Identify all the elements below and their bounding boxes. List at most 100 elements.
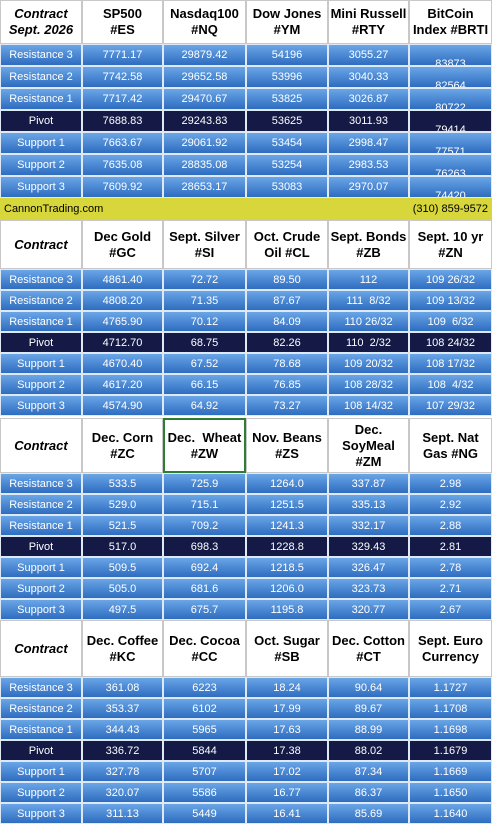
value-cell: 4574.90 (82, 395, 163, 416)
value-text: 1.1708 (433, 702, 468, 715)
value-text: 2983.53 (348, 159, 389, 171)
value-cell: 4808.20 (82, 290, 163, 311)
row-label: Support 3 (0, 599, 82, 620)
value-cell: 2983.53 (328, 154, 409, 176)
value-text: 335.13 (351, 498, 386, 511)
header-text: Contract (14, 640, 68, 656)
row-label: Pivot (0, 110, 82, 132)
value-text: 2970.07 (348, 181, 389, 193)
value-text: 1251.5 (270, 498, 304, 511)
value-text: 7663.67 (102, 137, 143, 149)
value-cell: 110 2/32 (328, 332, 409, 353)
value-cell: 29243.83 (163, 110, 246, 132)
value-cell: 725.9 (163, 473, 246, 494)
row-label: Support 1 (0, 557, 82, 578)
value-text: 5844 (192, 744, 217, 757)
value-text: 108 17/32 (426, 357, 475, 370)
row-label: Support 2 (0, 154, 82, 176)
value-cell: 53825 (246, 88, 328, 110)
value-cell: 29652.58 (163, 66, 246, 88)
value-cell: 83873 (409, 44, 492, 66)
value-cell: 692.4 (163, 557, 246, 578)
value-cell: 3026.87 (328, 88, 409, 110)
value-cell: 1195.8 (246, 599, 328, 620)
row-label: Support 1 (0, 132, 82, 154)
value-cell: 76.85 (246, 374, 328, 395)
header-cell: Nasdaq100 #NQ (163, 0, 246, 44)
value-text: 5449 (192, 807, 217, 820)
value-text: 16.77 (273, 786, 301, 799)
value-text: 28835.08 (181, 159, 228, 171)
value-cell: 353.37 (82, 698, 163, 719)
row-label-text: Support 1 (17, 765, 65, 778)
value-cell: 715.1 (163, 494, 246, 515)
row-label: Support 1 (0, 353, 82, 374)
row-label-text: Resistance 2 (9, 498, 73, 511)
value-cell: 344.43 (82, 719, 163, 740)
value-text: 1264.0 (270, 477, 304, 490)
value-text: 89.67 (354, 702, 383, 715)
header-cell: Oct. Sugar #SB (246, 620, 328, 677)
row-label: Pivot (0, 536, 82, 557)
value-text: 53083 (271, 181, 303, 193)
value-cell: 505.0 (82, 578, 163, 599)
value-cell: 5707 (163, 761, 246, 782)
value-cell: 7609.92 (82, 176, 163, 198)
value-cell: 108 28/32 (328, 374, 409, 395)
row-label-text: Resistance 1 (9, 93, 73, 105)
value-cell: 17.99 (246, 698, 328, 719)
value-cell: 7688.83 (82, 110, 163, 132)
value-cell: 675.7 (163, 599, 246, 620)
row-label: Resistance 2 (0, 698, 82, 719)
value-cell: 71.35 (163, 290, 246, 311)
value-text: 107 29/32 (426, 399, 475, 412)
value-cell: 82.26 (246, 332, 328, 353)
row-label-text: Support 2 (17, 378, 65, 391)
row-label-text: Resistance 3 (9, 477, 73, 490)
row-label: Support 2 (0, 374, 82, 395)
value-cell: 68.75 (163, 332, 246, 353)
header-text: Nov. Beans (252, 429, 322, 445)
value-cell: 509.5 (82, 557, 163, 578)
header-cell: Mini Russell #RTY (328, 0, 409, 44)
value-text: 505.0 (108, 582, 137, 595)
value-text: 28653.17 (181, 181, 228, 193)
value-text: 7688.83 (102, 115, 143, 127)
header-text: #ZM (355, 453, 382, 469)
value-text: 332.17 (351, 519, 386, 532)
value-cell: 1264.0 (246, 473, 328, 494)
value-cell: 1.1708 (409, 698, 492, 719)
value-cell: 4712.70 (82, 332, 163, 353)
value-cell: 2.78 (409, 557, 492, 578)
header-text: #KC (109, 648, 136, 664)
value-text: 715.1 (190, 498, 219, 511)
value-text: 90.64 (354, 681, 383, 694)
value-cell: 5965 (163, 719, 246, 740)
value-text: 3040.33 (348, 71, 389, 83)
value-text: 2.78 (439, 561, 462, 574)
row-label-text: Support 2 (17, 159, 65, 171)
value-text: 517.0 (108, 540, 137, 553)
row-label: Support 3 (0, 395, 82, 416)
header-text: #RTY (351, 22, 386, 37)
row-label: Support 2 (0, 782, 82, 803)
value-cell: 74420 (409, 176, 492, 198)
value-cell: 521.5 (82, 515, 163, 536)
value-cell: 88.99 (328, 719, 409, 740)
row-label-text: Support 2 (17, 786, 65, 799)
value-text: 7609.92 (102, 181, 143, 193)
value-text: 1206.0 (270, 582, 304, 595)
value-text: 3011.93 (349, 115, 388, 127)
value-cell: 336.72 (82, 740, 163, 761)
header-cell: Dec. Cotton #CT (328, 620, 409, 677)
value-cell: 108 17/32 (409, 353, 492, 374)
header-text: Dow Jones (252, 6, 322, 21)
row-label: Support 3 (0, 176, 82, 198)
value-cell: 7663.67 (82, 132, 163, 154)
value-cell: 110 26/32 (328, 311, 409, 332)
value-text: 110 2/32 (345, 336, 392, 349)
value-cell: 3040.33 (328, 66, 409, 88)
value-text: 344.43 (105, 723, 140, 736)
header-text: Sept. Silver (169, 228, 240, 244)
header-cell: Sept. Silver #SI (163, 220, 246, 269)
